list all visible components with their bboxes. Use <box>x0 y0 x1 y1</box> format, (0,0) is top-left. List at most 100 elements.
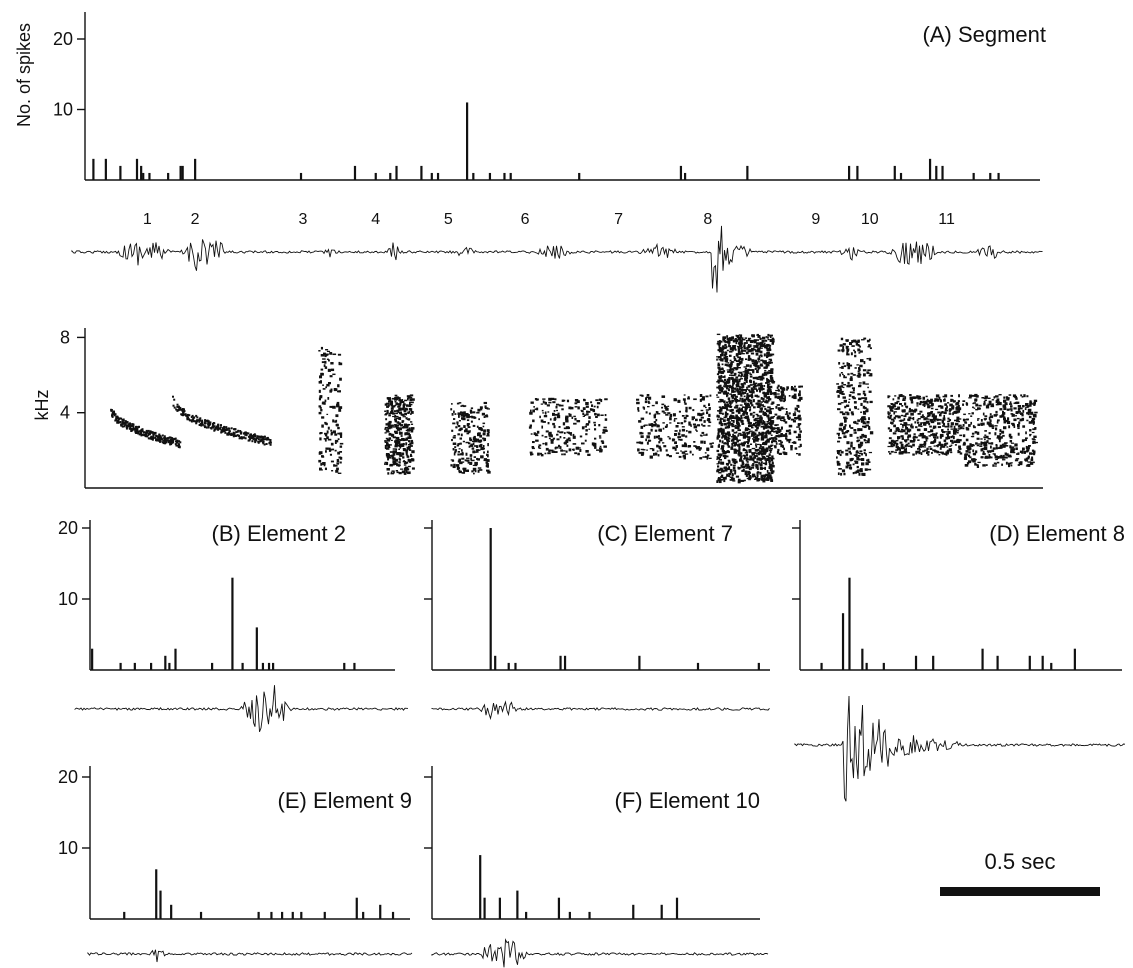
panel-b-bar <box>353 662 356 670</box>
panel-d-bar <box>996 655 999 670</box>
panel-a-bar <box>679 165 683 180</box>
oscillogram-a <box>71 225 1043 293</box>
scale-bar <box>940 887 1100 896</box>
panel-c-bar <box>757 662 760 670</box>
panel-d-bar <box>820 662 823 670</box>
panel-a-bar <box>503 172 506 180</box>
panel-d-bar <box>981 648 984 670</box>
panel-d-bar <box>882 662 885 670</box>
panel-b-bar <box>272 662 275 670</box>
panel-e-bar <box>270 911 273 919</box>
panel-f-bar <box>483 897 486 919</box>
panel-e-title: (E) Element 9 <box>278 788 413 813</box>
panel-c-bar <box>514 662 517 670</box>
panel-d-bar <box>865 662 868 670</box>
panel-b-ytick-label: 20 <box>58 518 78 538</box>
panel-b-bar <box>168 662 171 670</box>
panel-f-bar <box>632 904 635 919</box>
panel-b-bar <box>119 662 122 670</box>
spec-element-4 <box>384 394 415 475</box>
panel-e-bar <box>355 897 358 919</box>
element-label-11: 11 <box>938 211 955 228</box>
panel-a-bar <box>299 172 303 180</box>
panel-b-bar <box>261 662 265 670</box>
scale-bar-label: 0.5 sec <box>985 849 1056 874</box>
panel-d-bar <box>861 648 864 670</box>
panel-f-bar <box>479 855 482 919</box>
panel-c-bar <box>559 655 562 670</box>
panel-f-bar <box>568 911 571 919</box>
panel-b-bar <box>164 655 167 670</box>
panel-c-bar <box>638 655 641 670</box>
spectrogram-layer <box>110 333 1038 484</box>
oscillogram-c <box>431 700 770 721</box>
panel-a-bar <box>104 158 107 180</box>
panel-e-bar <box>323 911 326 919</box>
panel-a-bar <box>972 172 975 180</box>
panel-e-bar <box>362 911 365 919</box>
panel-a-bar <box>488 172 492 180</box>
panel-a-bar <box>181 165 184 180</box>
panel-d-bar <box>1028 655 1031 670</box>
panel-f-bar <box>516 890 519 919</box>
element-label-2: 2 <box>191 211 200 228</box>
panel-e-bar <box>123 911 126 919</box>
panel-c-bar <box>494 655 497 670</box>
panel-c-bar <box>489 528 492 670</box>
panel-b-bar <box>255 627 258 670</box>
spec-element-2 <box>172 395 272 446</box>
panel-b-bar <box>211 662 214 670</box>
panel-d-bar <box>1041 655 1044 670</box>
oscillogram-e <box>87 949 413 963</box>
panel-d-bar <box>1050 662 1053 670</box>
panel-a-bar <box>466 102 469 180</box>
element-label-9: 9 <box>811 211 820 228</box>
panel-d-bar <box>932 655 935 670</box>
panel-f-bar <box>660 904 663 919</box>
panel-f-bar <box>675 897 679 919</box>
panel-a-bar <box>119 165 122 180</box>
panel-a-bar <box>935 165 938 180</box>
panel-a-bar <box>899 172 903 180</box>
panel-a-bar <box>436 172 440 180</box>
panel-b-bar <box>174 648 177 670</box>
spec-element-3 <box>318 346 344 474</box>
panel-e-bar <box>159 890 162 919</box>
panel-a-bar <box>140 165 143 180</box>
panel-a-bar <box>135 158 139 180</box>
panel-a-bar <box>389 172 392 180</box>
panel-c-bar <box>563 655 567 670</box>
spec-element-11 <box>962 393 1038 468</box>
panel-a-bar <box>941 165 944 180</box>
panel-a-bar <box>856 165 859 180</box>
panel-c-title: (C) Element 7 <box>597 521 733 546</box>
panel-a-bar <box>746 165 749 180</box>
panel-a-bar <box>353 165 357 180</box>
oscillogram-f <box>431 938 769 968</box>
panel-e-bar <box>379 904 382 919</box>
panel-d-bar <box>841 613 845 670</box>
panel-f-bar <box>557 897 561 919</box>
panel-a-bar <box>509 172 512 180</box>
element-label-4: 4 <box>371 211 380 228</box>
panel-b-bar <box>241 662 244 670</box>
spec-element-8 <box>716 333 776 484</box>
axes-layer: 10 20 10 20 10 20 1 2 3 4 5 6 7 8 9 10 11 4 8 <box>53 12 1122 920</box>
element-label-8: 8 <box>703 211 712 228</box>
element-label-6: 6 <box>521 211 530 228</box>
panel-e-ytick-label: 10 <box>58 838 78 858</box>
panel-a-bar <box>194 158 197 180</box>
spec-element-10 <box>887 394 963 456</box>
panel-d-title: (D) Element 8 <box>989 521 1125 546</box>
panel-b-bar <box>150 662 153 670</box>
spec-element-9 <box>836 337 874 477</box>
bars-layer <box>91 102 1076 919</box>
panel-c-bar <box>696 662 700 670</box>
spec-element-5 <box>450 401 491 475</box>
panel-a-bar <box>374 172 377 180</box>
panel-e-bar <box>281 911 284 919</box>
panel-a-bar <box>148 172 151 180</box>
spec-element-1 <box>110 408 182 449</box>
panel-d-bar <box>914 655 918 670</box>
